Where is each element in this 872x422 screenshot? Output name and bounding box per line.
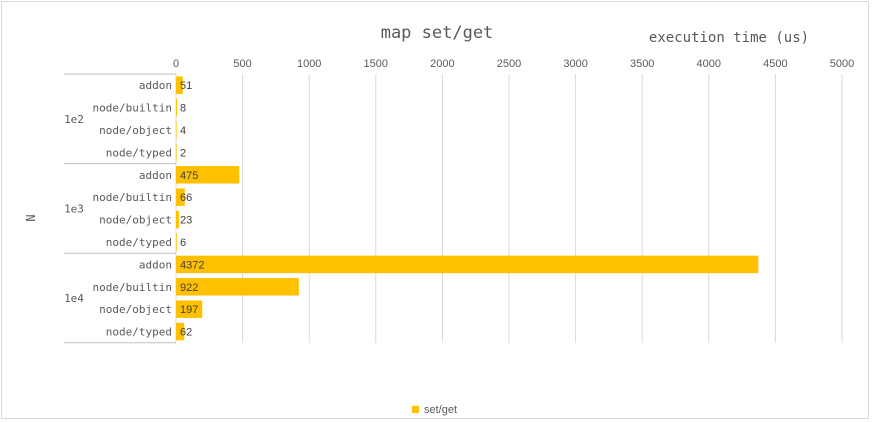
category-label: node/typed <box>106 236 172 249</box>
x-tick-labels: 0 500 1000 1500 2000 2500 3000 3500 4000 4500 5000 <box>173 58 854 70</box>
gridlines <box>64 73 843 344</box>
data-label: 8 <box>180 103 186 115</box>
data-label: 4372 <box>180 259 204 271</box>
category-label: node/object <box>99 124 172 137</box>
category-label: addon <box>139 169 172 182</box>
data-label: 66 <box>180 192 192 204</box>
bar <box>176 76 183 94</box>
category-label: addon <box>139 258 172 271</box>
legend-label: set/get <box>424 404 457 416</box>
group-label: 1e3 <box>64 202 84 215</box>
x-tick-label: 5000 <box>830 58 854 70</box>
category-label: node/typed <box>106 146 172 159</box>
data-label: 6 <box>180 237 186 249</box>
bar <box>176 322 185 341</box>
x-tick-label: 500 <box>233 58 251 70</box>
x-tick-label: 3000 <box>563 58 587 70</box>
x-tick-label: 2500 <box>497 58 521 70</box>
x-axis-title: execution time (us) <box>649 30 809 46</box>
group-label: 1e4 <box>64 292 84 305</box>
data-label: 23 <box>180 215 192 227</box>
bar <box>176 233 177 251</box>
legend-swatch <box>412 406 419 413</box>
data-label: 922 <box>180 282 198 294</box>
chart-title: map set/get <box>381 23 494 43</box>
x-tick-label: 2000 <box>430 58 454 70</box>
category-label: node/typed <box>106 326 172 339</box>
bar <box>176 121 177 139</box>
category-label: node/object <box>99 303 172 316</box>
data-label: 51 <box>180 80 192 92</box>
bar <box>176 300 203 318</box>
bar <box>176 143 177 162</box>
x-tick-label: 4000 <box>697 58 721 70</box>
bar <box>176 188 185 206</box>
data-label: 4 <box>180 125 186 137</box>
category-label: node/builtin <box>93 191 172 204</box>
x-tick-label: 4500 <box>763 58 787 70</box>
category-label: addon <box>139 79 172 92</box>
bar <box>176 255 759 274</box>
data-label: 197 <box>180 304 198 316</box>
data-label: 475 <box>180 170 198 182</box>
bar <box>176 166 240 184</box>
category-label: node/builtin <box>93 281 172 294</box>
y-axis-title: N <box>24 214 38 221</box>
data-labels: 51 8 4 2 475 66 23 6 4372 922 197 62 <box>180 80 204 338</box>
bar <box>176 98 178 117</box>
category-label: node/object <box>99 214 172 227</box>
x-tick-label: 3500 <box>630 58 654 70</box>
data-label: 2 <box>180 147 186 159</box>
x-tick-label: 1000 <box>297 58 321 70</box>
category-labels: addon node/builtin node/object node/typed 1e… <box>64 79 172 338</box>
bar <box>176 278 299 296</box>
category-label: node/builtin <box>93 102 172 115</box>
bar <box>176 210 180 229</box>
group-label: 1e2 <box>64 113 84 126</box>
x-tick-label: 1500 <box>364 58 388 70</box>
legend: set/get <box>412 404 457 416</box>
x-tick-label: 0 <box>173 58 179 70</box>
bars <box>176 76 759 341</box>
data-label: 62 <box>180 327 192 339</box>
